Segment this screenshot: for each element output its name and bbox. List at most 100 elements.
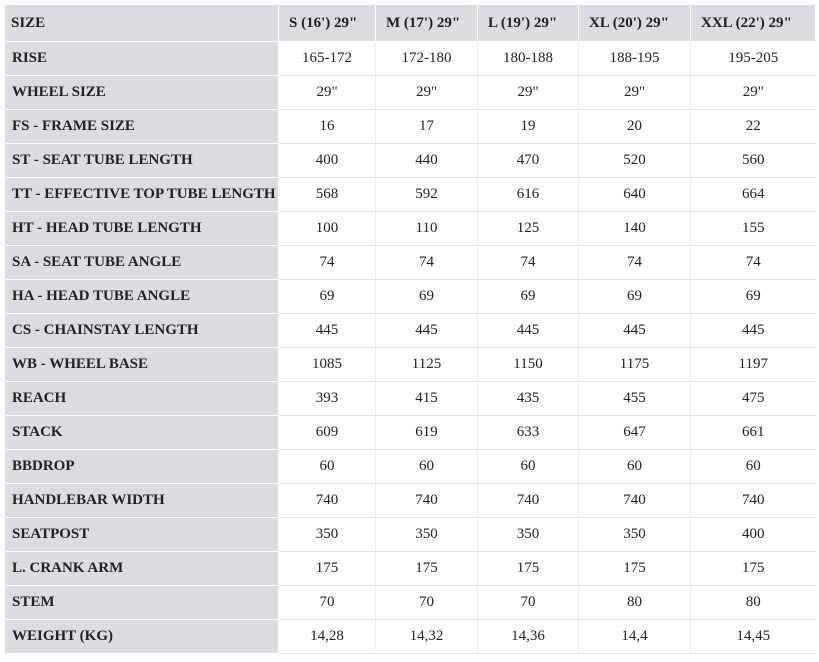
cell-value: 560 <box>690 143 816 178</box>
table-row: HA - HEAD TUBE ANGLE 69 69 69 69 69 <box>4 279 816 314</box>
cell-value: 633 <box>477 415 579 450</box>
cell-value: 29" <box>375 75 478 110</box>
header-cell: L (19') 29" <box>477 4 579 42</box>
row-label: WHEEL SIZE <box>4 75 279 110</box>
cell-value: 455 <box>578 381 691 416</box>
row-label: TT - EFFECTIVE TOP TUBE LENGTH <box>4 177 279 212</box>
cell-value: 14,4 <box>578 619 691 654</box>
cell-value: 175 <box>477 551 579 586</box>
table-row: HANDLEBAR WIDTH 740 740 740 740 740 <box>4 483 816 518</box>
cell-value: 445 <box>578 313 691 348</box>
cell-value: 69 <box>278 279 376 314</box>
cell-value: 29" <box>278 75 376 110</box>
cell-value: 172-180 <box>375 41 478 76</box>
cell-value: 60 <box>375 449 478 484</box>
header-row: SIZE S (16') 29" M (17') 29" L (19') 29" XL … <box>4 4 816 42</box>
row-label: REACH <box>4 381 279 416</box>
row-label: WEIGHT (KG) <box>4 619 279 654</box>
cell-value: 445 <box>375 313 478 348</box>
cell-value: 440 <box>375 143 478 178</box>
table-row: SA - SEAT TUBE ANGLE 74 74 74 74 74 <box>4 245 816 280</box>
cell-value: 393 <box>278 381 376 416</box>
cell-value: 69 <box>578 279 691 314</box>
row-label: ST - SEAT TUBE LENGTH <box>4 143 279 178</box>
cell-value: 60 <box>278 449 376 484</box>
cell-value: 70 <box>477 585 579 620</box>
table-row: CS - CHAINSTAY LENGTH 445 445 445 445 445 <box>4 313 816 348</box>
cell-value: 647 <box>578 415 691 450</box>
cell-value: 14,28 <box>278 619 376 654</box>
cell-value: 29" <box>690 75 816 110</box>
table-row: SEATPOST 350 350 350 350 400 <box>4 517 816 552</box>
table-row: HT - HEAD TUBE LENGTH 100 110 125 140 155 <box>4 211 816 246</box>
cell-value: 22 <box>690 109 816 144</box>
cell-value: 29" <box>578 75 691 110</box>
cell-value: 175 <box>578 551 691 586</box>
cell-value: 70 <box>375 585 478 620</box>
cell-value: 592 <box>375 177 478 212</box>
table-row: RISE 165-172 172-180 180-188 188-195 195-205 <box>4 41 816 76</box>
cell-value: 14,32 <box>375 619 478 654</box>
cell-value: 14,45 <box>690 619 816 654</box>
cell-value: 350 <box>477 517 579 552</box>
cell-value: 110 <box>375 211 478 246</box>
row-label: SA - SEAT TUBE ANGLE <box>4 245 279 280</box>
cell-value: 475 <box>690 381 816 416</box>
row-label: HANDLEBAR WIDTH <box>4 483 279 518</box>
row-label: STACK <box>4 415 279 450</box>
cell-value: 1085 <box>278 347 376 382</box>
cell-value: 180-188 <box>477 41 579 76</box>
cell-value: 19 <box>477 109 579 144</box>
cell-value: 350 <box>278 517 376 552</box>
cell-value: 445 <box>278 313 376 348</box>
row-label: RISE <box>4 41 279 76</box>
cell-value: 74 <box>477 245 579 280</box>
cell-value: 445 <box>690 313 816 348</box>
cell-value: 175 <box>375 551 478 586</box>
cell-value: 69 <box>690 279 816 314</box>
cell-value: 1150 <box>477 347 579 382</box>
row-label: BBDROP <box>4 449 279 484</box>
cell-value: 74 <box>278 245 376 280</box>
table-row: FS - FRAME SIZE 16 17 19 20 22 <box>4 109 816 144</box>
header-cell: XL (20') 29" <box>578 4 691 42</box>
cell-value: 350 <box>578 517 691 552</box>
row-label: CS - CHAINSTAY LENGTH <box>4 313 279 348</box>
cell-value: 415 <box>375 381 478 416</box>
cell-value: 1197 <box>690 347 816 382</box>
cell-value: 640 <box>578 177 691 212</box>
table-row: BBDROP 60 60 60 60 60 <box>4 449 816 484</box>
cell-value: 140 <box>578 211 691 246</box>
cell-value: 470 <box>477 143 579 178</box>
cell-value: 188-195 <box>578 41 691 76</box>
cell-value: 1175 <box>578 347 691 382</box>
cell-value: 69 <box>375 279 478 314</box>
header-cell: XXL (22') 29" <box>690 4 816 42</box>
cell-value: 740 <box>578 483 691 518</box>
table-row: L. CRANK ARM 175 175 175 175 175 <box>4 551 816 586</box>
cell-value: 16 <box>278 109 376 144</box>
geometry-table: SIZE S (16') 29" M (17') 29" L (19') 29" XL … <box>4 4 816 654</box>
table-row: STACK 609 619 633 647 661 <box>4 415 816 450</box>
row-label: HT - HEAD TUBE LENGTH <box>4 211 279 246</box>
cell-value: 165-172 <box>278 41 376 76</box>
cell-value: 609 <box>278 415 376 450</box>
cell-value: 175 <box>690 551 816 586</box>
table-row: ST - SEAT TUBE LENGTH 400 440 470 520 560 <box>4 143 816 178</box>
cell-value: 80 <box>690 585 816 620</box>
cell-value: 400 <box>690 517 816 552</box>
cell-value: 74 <box>375 245 478 280</box>
cell-value: 69 <box>477 279 579 314</box>
cell-value: 60 <box>477 449 579 484</box>
row-label: FS - FRAME SIZE <box>4 109 279 144</box>
row-label: STEM <box>4 585 279 620</box>
cell-value: 661 <box>690 415 816 450</box>
cell-value: 20 <box>578 109 691 144</box>
table-row: STEM 70 70 70 80 80 <box>4 585 816 620</box>
header-cell: M (17') 29" <box>375 4 478 42</box>
header-cell: S (16') 29" <box>278 4 376 42</box>
cell-value: 740 <box>375 483 478 518</box>
cell-value: 14,36 <box>477 619 579 654</box>
cell-value: 740 <box>477 483 579 518</box>
